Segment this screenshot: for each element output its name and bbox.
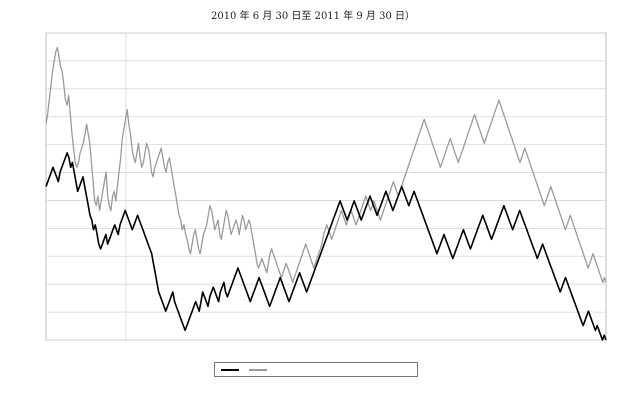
legend-swatch-1 xyxy=(221,368,239,371)
series-line-1 xyxy=(45,46,607,284)
legend-item-2 xyxy=(249,368,271,371)
series-line-2 xyxy=(45,152,607,341)
legend-swatch-2 xyxy=(249,368,267,371)
plot-area xyxy=(45,32,607,341)
chart-subtitle: 2010 年 6 月 30 日至 2011 年 9 月 30 日） xyxy=(210,11,416,22)
legend-item-1 xyxy=(221,368,243,371)
legend xyxy=(214,362,418,377)
